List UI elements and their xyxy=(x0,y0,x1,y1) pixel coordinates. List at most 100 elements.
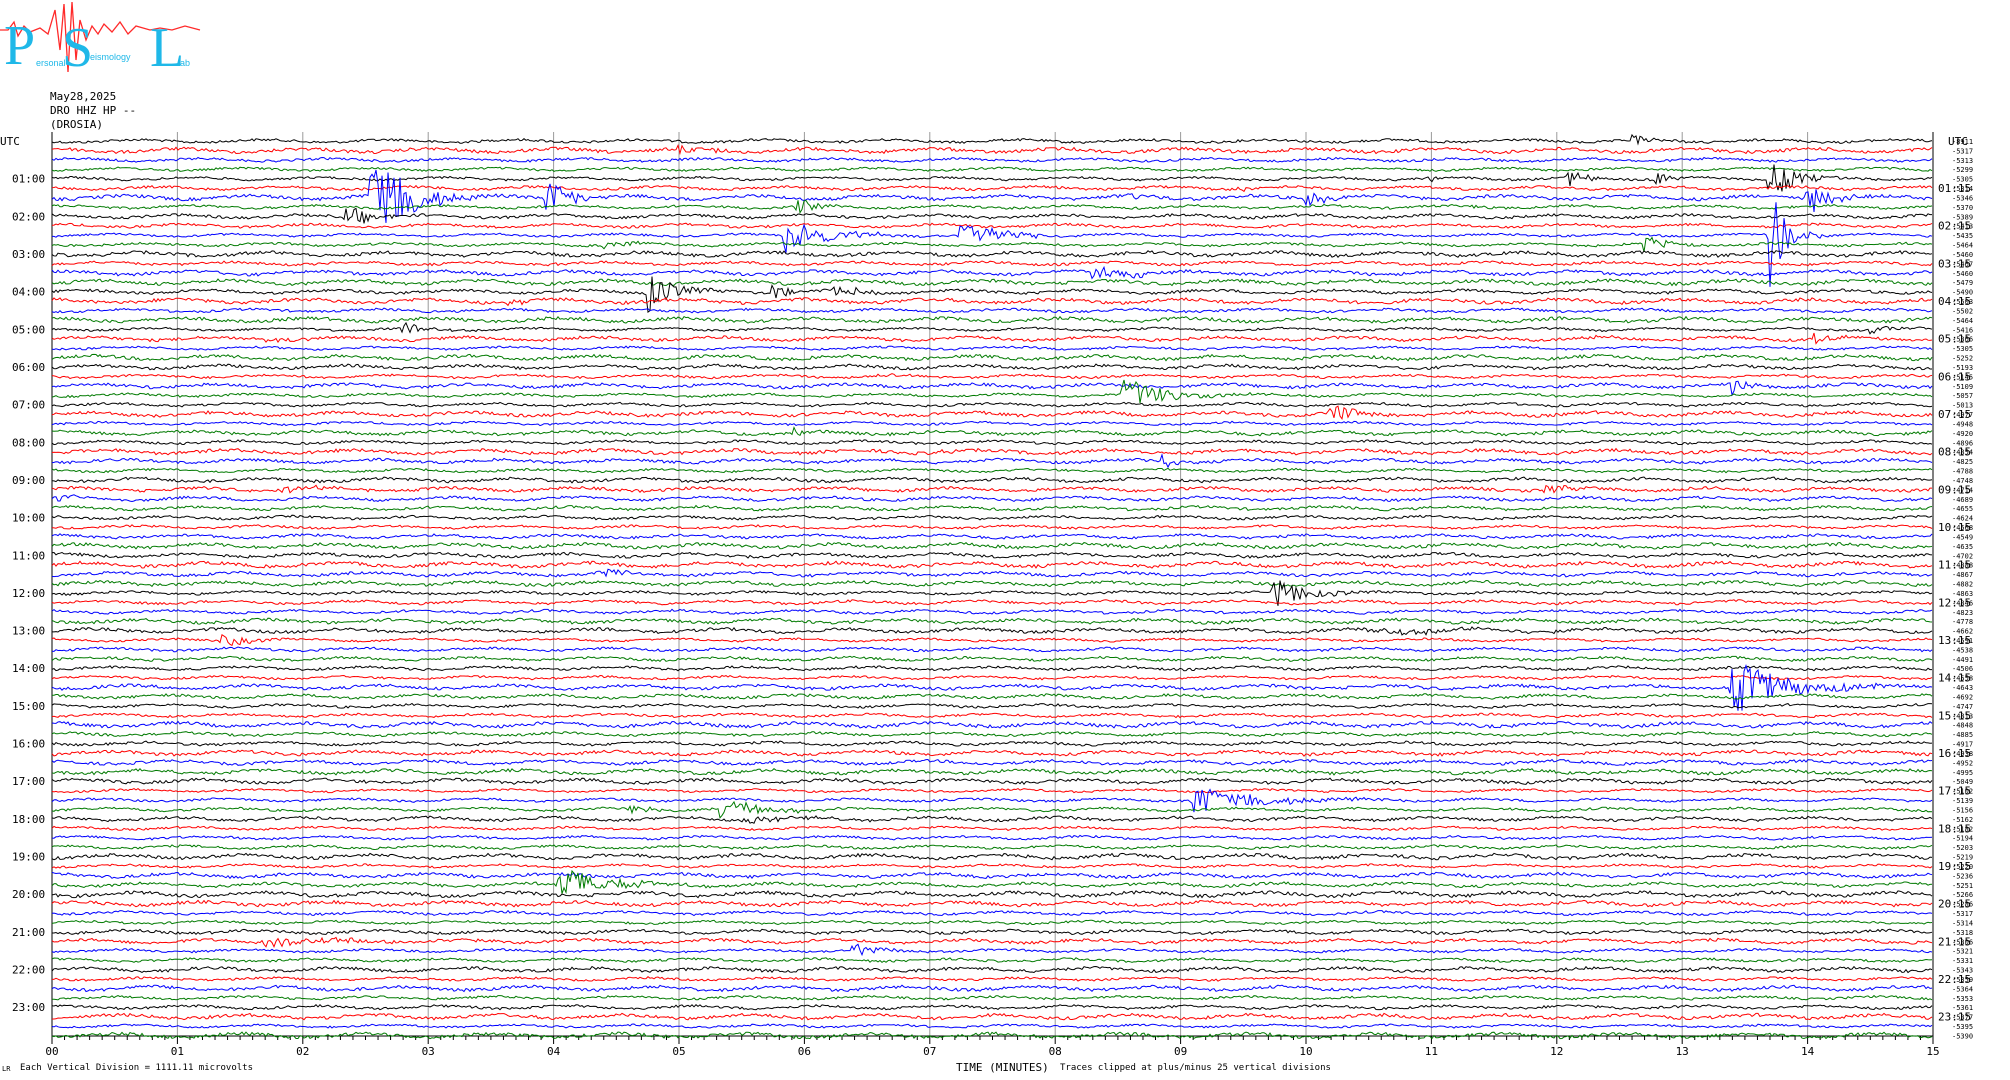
trace-line xyxy=(52,626,1933,636)
trace-line xyxy=(51,260,1933,267)
trace-line xyxy=(51,720,1933,729)
trace-value-label: -5193 xyxy=(1952,364,1973,372)
trace-value-label: -5236 xyxy=(1952,872,1973,880)
trace-line xyxy=(51,580,1933,606)
left-hour-label: 03:00 xyxy=(12,248,45,261)
trace-value-label: -5286 xyxy=(1952,901,1973,909)
trace-line xyxy=(51,236,1933,253)
trace-line xyxy=(51,965,1933,974)
right-hour-label: 06:15 xyxy=(1938,370,1971,383)
right-hour-label: 21:15 xyxy=(1938,935,1971,948)
trace-line xyxy=(51,834,1933,841)
trace-value-label: -4568 xyxy=(1952,524,1973,532)
trace-value-label: -5331 xyxy=(1952,957,1973,965)
right-hour-label: 02:15 xyxy=(1938,220,1971,233)
trace-value-label: -5299 xyxy=(1952,166,1973,174)
left-utc-label: UTC xyxy=(0,135,20,148)
trace-line xyxy=(51,852,1933,861)
trace-line xyxy=(51,373,1933,380)
trace-value-label: -5503 xyxy=(1952,298,1973,306)
trace-value-label: -5416 xyxy=(1952,326,1973,334)
right-hour-label: 03:15 xyxy=(1938,257,1971,270)
right-hour-label: 12:15 xyxy=(1938,596,1971,609)
right-hour-label: 07:15 xyxy=(1938,408,1971,421)
trace-line xyxy=(52,928,1933,936)
left-hour-label: 09:00 xyxy=(12,474,45,487)
logo-letter-l: L xyxy=(150,17,184,79)
trace-value-label: -4702 xyxy=(1952,552,1973,560)
x-tick-label: 00 xyxy=(45,1045,58,1058)
trace-value-label: -5390 xyxy=(1952,1032,1973,1040)
right-hour-label: 22:15 xyxy=(1938,973,1971,986)
trace-value-label: -4747 xyxy=(1952,703,1973,711)
x-tick-label: 15 xyxy=(1926,1045,1939,1058)
left-hour-label: 22:00 xyxy=(12,964,45,977)
trace-line xyxy=(51,1031,1933,1040)
trace-value-label: -5162 xyxy=(1952,816,1973,824)
right-hour-label: 23:15 xyxy=(1938,1011,1971,1024)
trace-line xyxy=(51,568,1933,578)
trace-value-label: -4995 xyxy=(1952,769,1973,777)
x-tick-label: 10 xyxy=(1299,1045,1312,1058)
trace-line xyxy=(51,278,1933,287)
trace-line xyxy=(51,541,1933,550)
trace-line xyxy=(51,184,1933,193)
right-hour-label: 19:15 xyxy=(1938,860,1971,873)
trace-line xyxy=(51,579,1933,588)
trace-value-label: -5305 xyxy=(1952,345,1973,353)
trace-value-label: -5102 xyxy=(1952,788,1973,796)
left-hour-label: 13:00 xyxy=(12,625,45,638)
trace-value-label: -5306 xyxy=(1952,938,1973,946)
trace-value-label: -4813 xyxy=(1952,712,1973,720)
trace-value-label: -4823 xyxy=(1952,609,1973,617)
left-hour-label: 02:00 xyxy=(12,210,45,223)
trace-line xyxy=(51,169,1933,223)
left-hour-label: 16:00 xyxy=(12,738,45,751)
left-hour-label: 05:00 xyxy=(12,323,45,336)
trace-value-label: -4848 xyxy=(1952,722,1973,730)
trace-line xyxy=(51,504,1933,512)
x-tick-label: 09 xyxy=(1174,1045,1187,1058)
right-hour-label: 05:15 xyxy=(1938,333,1971,346)
trace-line xyxy=(51,250,1933,258)
logo-text-ersonal: ersonal xyxy=(36,58,66,68)
trace-line xyxy=(51,936,1933,948)
trace-value-label: -5346 xyxy=(1952,194,1973,202)
trace-line xyxy=(51,533,1933,540)
left-hour-label: 12:00 xyxy=(12,587,45,600)
trace-value-label: -4692 xyxy=(1952,693,1973,701)
trace-value-label: -4506 xyxy=(1952,665,1973,673)
trace-value-label: -5460 xyxy=(1952,270,1973,278)
right-hour-label: 10:15 xyxy=(1938,521,1971,534)
trace-value-label: -4948 xyxy=(1952,420,1973,428)
left-hour-label: 15:00 xyxy=(12,700,45,713)
trace-line xyxy=(51,767,1933,776)
trace-value-label: -5370 xyxy=(1952,204,1973,212)
trace-line xyxy=(51,452,1933,469)
plot-grid xyxy=(51,132,1934,1044)
trace-value-label: -5139 xyxy=(1952,797,1973,805)
trace-line xyxy=(51,608,1933,615)
trace-value-label: -5145 xyxy=(1952,373,1973,381)
trace-line xyxy=(51,788,1933,813)
trace-line xyxy=(51,815,1933,824)
trace-value-label: -5220 xyxy=(1952,863,1973,871)
trace-line xyxy=(51,447,1933,456)
trace-value-label: -4538 xyxy=(1952,646,1973,654)
left-hour-label: 06:00 xyxy=(12,361,45,374)
trace-line xyxy=(51,984,1933,993)
trace-value-label: -4558 xyxy=(1952,675,1973,683)
trace-line xyxy=(51,869,1933,895)
left-hour-label: 08:00 xyxy=(12,436,45,449)
trace-line xyxy=(51,646,1933,653)
trace-line xyxy=(51,439,1933,446)
trace-line xyxy=(51,297,1933,307)
trace-line xyxy=(51,655,1933,663)
footer-left-mark: LR xyxy=(2,1065,11,1073)
trace-value-label: -4748 xyxy=(1952,477,1973,485)
trace-value-label: -5182 xyxy=(1952,825,1973,833)
left-hour-label: 04:00 xyxy=(12,286,45,299)
trace-value-label: -5490 xyxy=(1952,289,1973,297)
trace-line xyxy=(51,957,1933,964)
